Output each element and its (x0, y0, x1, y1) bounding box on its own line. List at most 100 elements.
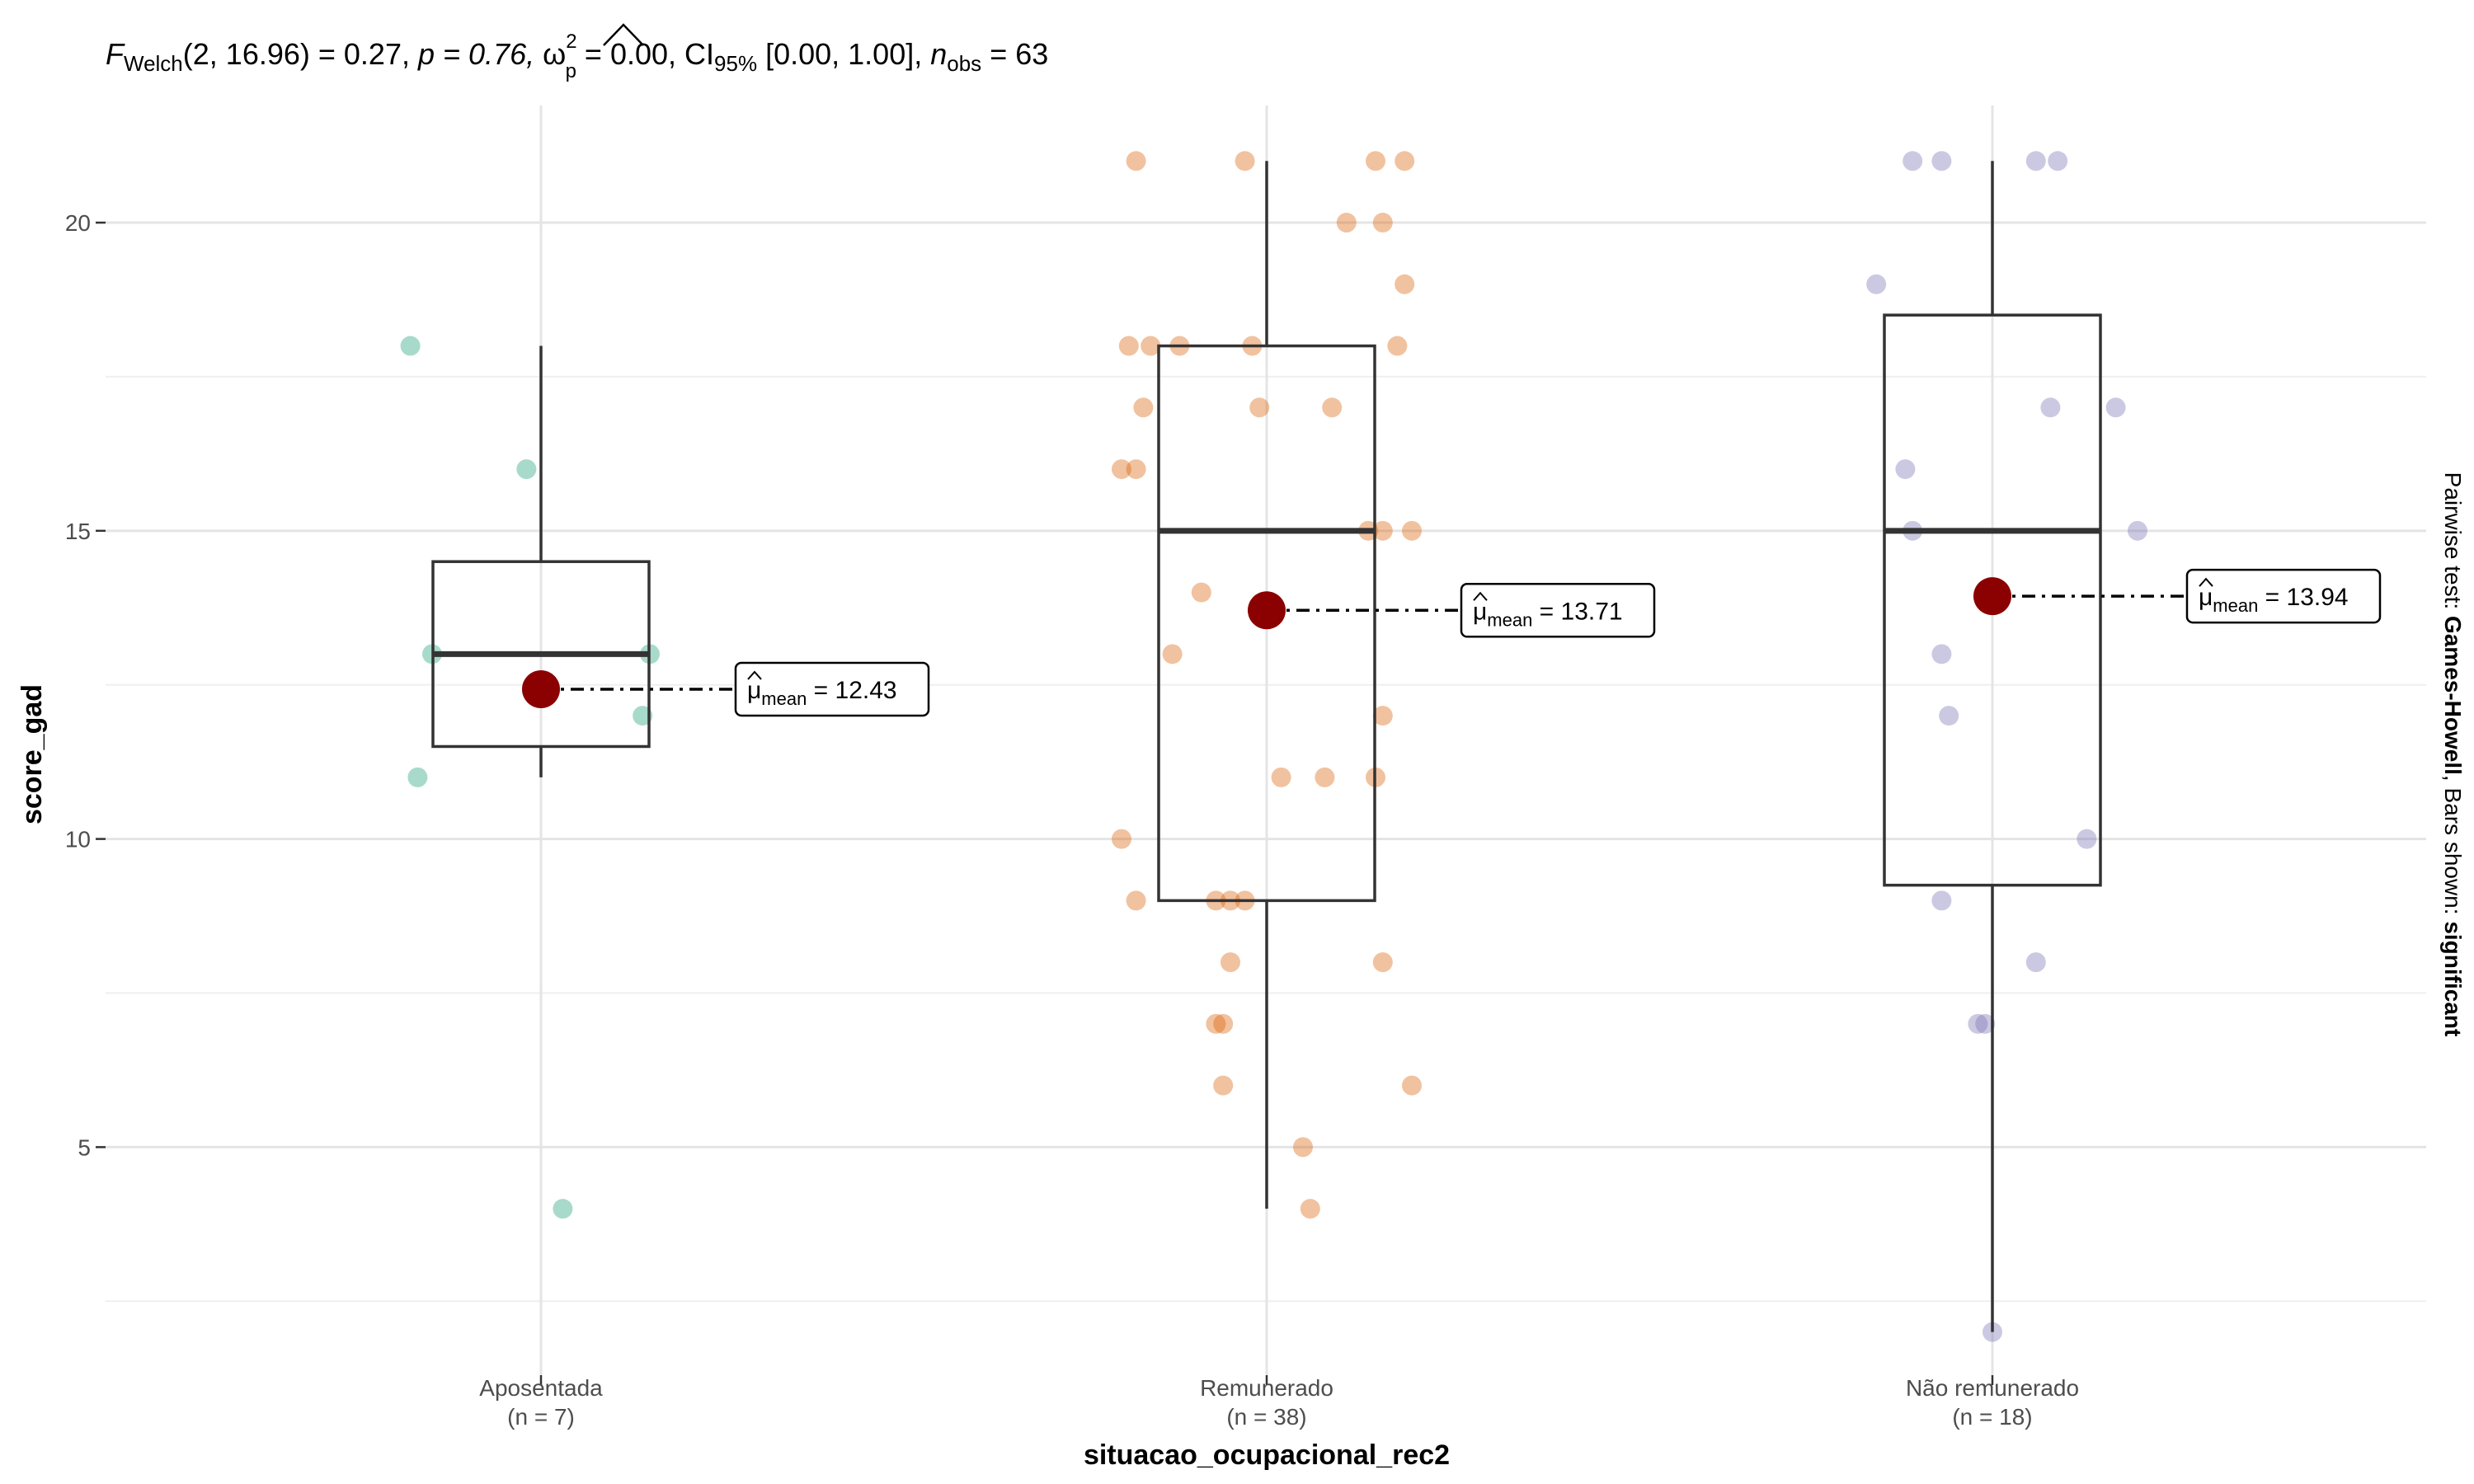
data-point (400, 336, 421, 356)
mean-point (1248, 591, 1286, 630)
data-point (1271, 767, 1291, 787)
data-point (516, 459, 537, 480)
mean-label-value: = 13.71 (1532, 598, 1622, 625)
data-point (1372, 520, 1393, 541)
data-point (1903, 151, 1923, 171)
data-point (2040, 397, 2061, 418)
data-point (2025, 151, 2046, 171)
x-tick-count: (n = 18) (1952, 1404, 2032, 1430)
x-tick-count: (n = 38) (1226, 1404, 1306, 1430)
subtitle-stat-args: (2, 16.96) = 0.27, (183, 37, 418, 71)
data-point (1322, 397, 1343, 418)
data-point (1968, 1013, 1988, 1034)
x-tick-count: (n = 7) (507, 1404, 575, 1430)
mean-label-sub: mean (1487, 609, 1532, 630)
data-point (1931, 151, 1952, 171)
data-point (1162, 644, 1183, 665)
data-point (1372, 706, 1393, 726)
data-point (1249, 397, 1270, 418)
mean-label: μmean = 13.94 (2199, 584, 2349, 616)
data-point (1395, 274, 1415, 294)
mean-label-hat (2199, 577, 2213, 587)
y-tick-label: 5 (78, 1134, 91, 1160)
mean-point (522, 669, 560, 708)
x-tick-label: Não remunerado (1906, 1375, 2079, 1401)
y-tick-label: 20 (65, 210, 91, 236)
data-point (1366, 151, 1385, 171)
mean-label-box (1460, 583, 1656, 638)
data-point (2105, 397, 2126, 418)
data-point (1293, 1137, 1313, 1158)
data-point (1221, 952, 1240, 973)
boxplots (431, 161, 2102, 1332)
data-point (1402, 520, 1422, 541)
data-point (407, 767, 428, 787)
mean-point (1973, 577, 2011, 616)
data-point (1866, 274, 1887, 294)
subtitle-omega: ω (543, 37, 566, 71)
mean-label-hat (1473, 591, 1488, 601)
mean-label-mu: μ (747, 677, 761, 704)
data-point (2128, 520, 2147, 541)
subtitle-stat-name: F (106, 37, 125, 71)
subtitle-n-value: = 63 (981, 37, 1048, 71)
mean-label-value: = 13.94 (2258, 584, 2348, 611)
data-point (1235, 151, 1255, 171)
data-point (1315, 767, 1335, 787)
data-point (1395, 151, 1415, 171)
mean-label-box (2185, 568, 2382, 624)
data-point (1126, 459, 1146, 480)
x-axis-title: situacao_ocupacional_rec2 (1084, 1439, 1450, 1471)
data-point (1133, 397, 1154, 418)
subtitle-p-value: p = 0.76, (417, 37, 543, 71)
data-point (633, 706, 653, 726)
y-axis-title: score_gad (16, 684, 48, 824)
subtitle-n-sub: obs (947, 51, 981, 76)
subtitle-ci-sub: 95% (714, 51, 757, 76)
y-tick-label: 10 (65, 827, 91, 852)
data-point (1191, 582, 1211, 603)
mean-label-mu: μ (2199, 584, 2213, 611)
subtitle-omega-sub: p (566, 60, 576, 82)
data-point (2077, 829, 2097, 849)
mean-label-box (734, 661, 930, 717)
data-point (1387, 336, 1408, 356)
data-point (553, 1199, 573, 1219)
data-point (1336, 213, 1357, 233)
subtitle-stat-sub: Welch (124, 51, 183, 76)
data-point (2025, 952, 2046, 973)
caption: Pairwise test: Games-Howell, Bars shown:… (2440, 472, 2466, 1037)
data-point (1126, 890, 1146, 911)
box (1157, 344, 1376, 903)
subtitle-ci-value: [0.00, 1.00], (757, 37, 930, 71)
data-point (1206, 1013, 1226, 1034)
data-point (1931, 644, 1952, 665)
mean-label-sub: mean (2213, 595, 2258, 616)
x-tick-label: Remunerado (1200, 1375, 1333, 1401)
subtitle: FWelch(2, 16.96) = 0.27, p = 0.76, ω2 p =… (106, 31, 1048, 82)
data-point (2048, 151, 2068, 171)
mean-label-hat (747, 670, 762, 680)
mean-label-value: = 12.43 (807, 677, 896, 704)
axis-ticks: 5 10 15 20 Aposentada (n = 7) Remunerado (n = 3… (65, 210, 2079, 1430)
mean-label: μmean = 12.43 (747, 677, 897, 709)
caption-middle: , Bars shown: (2440, 775, 2466, 921)
data-point (1126, 151, 1146, 171)
data-point (1112, 459, 1131, 480)
caption-test: Games-Howell (2440, 616, 2466, 775)
data-point (1300, 1199, 1320, 1219)
data-point (1141, 336, 1161, 356)
box (1883, 313, 2102, 887)
data-point (1939, 706, 1959, 726)
data-point (1975, 1013, 1996, 1034)
subtitle-omega-value: = 0.00, CI (576, 37, 714, 71)
subtitle-n-name: n (930, 37, 947, 71)
data-point (1931, 890, 1952, 911)
mean-label-sub: mean (761, 688, 807, 709)
data-point (1372, 213, 1393, 233)
subtitle-omega-hat (603, 23, 644, 46)
data-point (1118, 336, 1139, 356)
caption-shown: significant (2440, 921, 2466, 1036)
